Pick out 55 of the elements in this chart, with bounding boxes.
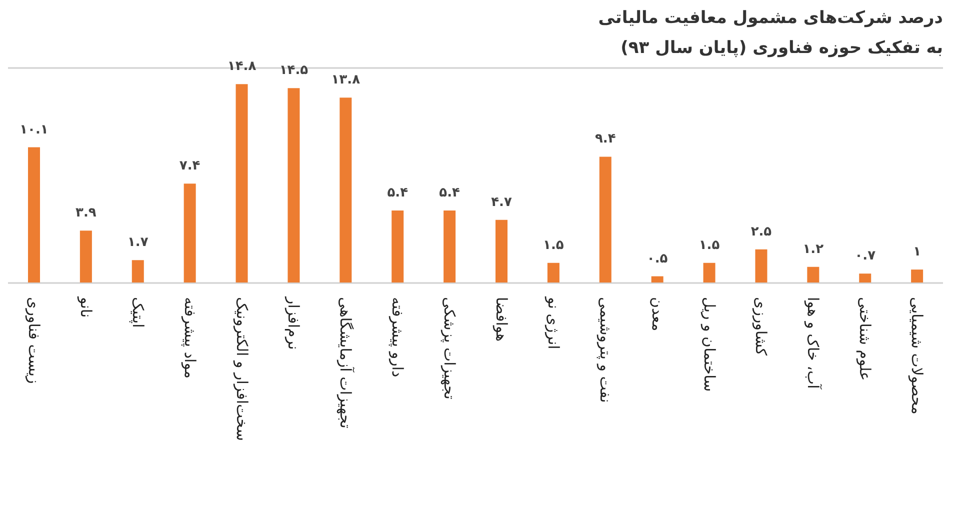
bar <box>703 262 716 283</box>
bar <box>547 262 560 283</box>
x-tick-label: ساختمان و ریل <box>700 297 718 392</box>
x-tick-label: نانو <box>76 296 95 318</box>
bar <box>755 249 768 283</box>
x-tick-label: کشاورزی <box>752 297 770 356</box>
data-label: ۱۴.۵ <box>279 63 308 78</box>
x-tick-label: زیست فناوری <box>24 297 43 384</box>
x-tick-label: دارو پیشرفته <box>388 297 407 378</box>
x-tick-label: علوم شناختی <box>856 297 874 381</box>
bar <box>444 210 456 283</box>
data-label: ۱.۵ <box>698 238 720 253</box>
data-label: ۰.۷ <box>854 248 876 264</box>
data-label: ۵.۴ <box>439 185 460 200</box>
bar <box>859 274 872 283</box>
data-label: ۳.۹ <box>76 206 96 221</box>
data-label: ۱.۵ <box>543 238 564 253</box>
data-label: ۱۳.۸ <box>331 72 360 88</box>
bar <box>807 266 820 283</box>
bar <box>80 230 92 283</box>
x-tick-label: آب، خاک و هوا <box>804 297 824 390</box>
x-tick-label: معدن <box>648 297 666 332</box>
x-tick-label: نرم‌افزار <box>284 296 303 350</box>
x-tick-label: محصولات شیمیایی <box>908 297 926 414</box>
bar <box>599 156 612 283</box>
chart-subtitle: به تفکیک حوزه فناوری (پایان سال ۹۳) <box>620 38 943 58</box>
bar <box>184 184 196 283</box>
data-label: ۱۴.۸ <box>227 59 256 74</box>
data-label: ۱.۷ <box>127 235 148 250</box>
data-label: ۰.۵ <box>646 251 668 266</box>
bar <box>132 260 144 283</box>
bar <box>236 84 248 283</box>
bar <box>288 88 300 283</box>
data-label: ۱ <box>913 244 922 260</box>
data-label: ۴.۷ <box>491 194 512 210</box>
data-label: ۹.۴ <box>594 132 616 147</box>
bar <box>392 210 404 283</box>
x-tick-label: سخت‌افزار و الکترونیک <box>232 297 251 441</box>
data-label: ۱.۲ <box>802 242 824 257</box>
x-tick-label: نفت و پتروشیمی <box>596 297 614 403</box>
x-tick-label: انرژی نو <box>544 296 562 350</box>
bar <box>496 220 508 283</box>
x-tick-label: هوافضا <box>492 297 510 342</box>
data-label: ۵.۴ <box>387 185 408 200</box>
x-tick-label: اپتیک <box>128 297 147 328</box>
data-label: ۱۰.۱ <box>20 122 48 138</box>
chart-title: درصد شرکت‌های مشمول معافیت مالیاتی <box>597 8 943 28</box>
x-tick-label: تجهیزات آزمایشگاهی <box>336 297 356 428</box>
x-tick-label: مواد پیشرفته <box>180 297 199 378</box>
bar <box>911 270 924 283</box>
bar <box>340 98 352 283</box>
bar <box>28 147 40 283</box>
data-label: ۷.۴ <box>179 158 200 174</box>
x-tick-label: تجهیزات پزشکی <box>440 297 459 400</box>
data-label: ۲.۵ <box>750 224 772 240</box>
